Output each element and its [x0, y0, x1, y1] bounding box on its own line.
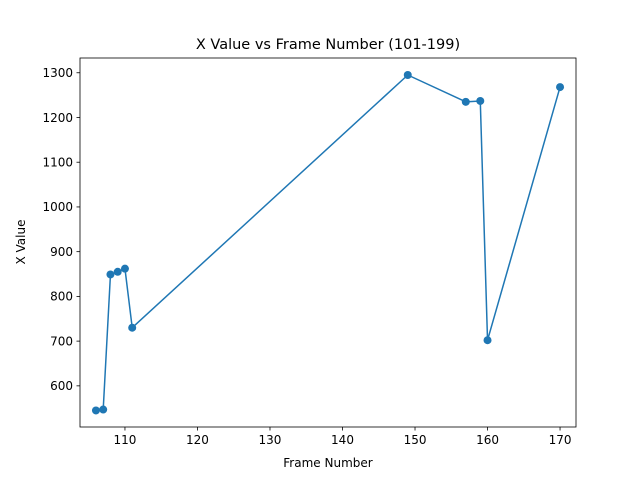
chart-title: X Value vs Frame Number (101-199) — [196, 37, 460, 53]
x-tick-label: 140 — [331, 433, 354, 447]
data-point — [128, 323, 137, 332]
y-tick-label: 1200 — [42, 111, 73, 125]
data-point — [120, 264, 129, 273]
data-point — [556, 83, 565, 92]
x-axis-title: Frame Number — [283, 456, 372, 470]
data-point — [476, 96, 485, 105]
x-tick-label: 170 — [549, 433, 572, 447]
data-point — [461, 97, 470, 106]
y-tick-label: 700 — [50, 334, 73, 348]
series-line — [95, 74, 561, 412]
data-point — [483, 336, 492, 345]
data-point — [91, 406, 100, 415]
y-tick-label: 1000 — [42, 200, 73, 214]
data-point — [106, 270, 115, 279]
y-tick-label: 800 — [50, 290, 73, 304]
x-tick-label: 120 — [186, 433, 209, 447]
data-point — [99, 405, 108, 414]
x-tick-label: 110 — [114, 433, 137, 447]
x-tick-label: 160 — [476, 433, 499, 447]
y-tick-label: 1100 — [42, 156, 73, 170]
plot-area: 110 120 130 140 150 160 170 600 700 800 900 1000 110… — [42, 57, 577, 447]
y-tick-label: 1300 — [42, 66, 73, 80]
x-tick-label: 150 — [404, 433, 427, 447]
y-tick-label: 600 — [50, 379, 73, 393]
y-axis-title: X Value — [14, 220, 28, 265]
plot-frame — [79, 57, 577, 428]
y-tick-label: 900 — [50, 245, 73, 259]
x-tick-label: 130 — [259, 433, 282, 447]
data-point — [113, 267, 122, 276]
data-point — [403, 70, 412, 79]
